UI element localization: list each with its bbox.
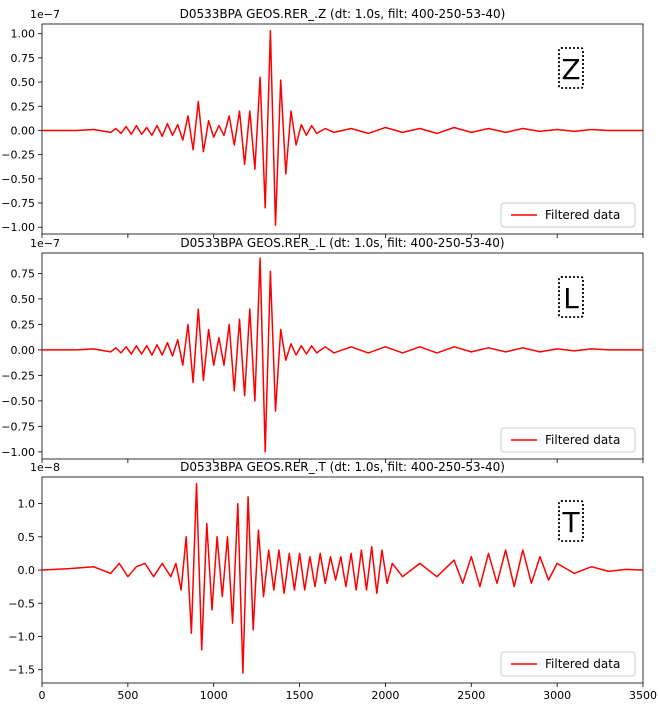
axis-offset-label: 1e−7: [30, 8, 60, 21]
y-tick-label: 0.5: [18, 531, 36, 544]
y-tick-label: −0.25: [1, 149, 35, 162]
y-tick-label: −0.25: [1, 369, 35, 382]
y-tick-label: −1.0: [8, 630, 35, 643]
chart-title: D0533BPA GEOS.RER_.L (dt: 1.0s, filt: 40…: [180, 236, 504, 250]
legend-box: [500, 202, 636, 228]
component-label: Z: [561, 53, 580, 86]
y-tick-label: 1.0: [18, 498, 36, 511]
x-tick-label: 1500: [286, 689, 314, 702]
y-tick-label: −0.5: [8, 597, 35, 610]
legend-label: Filtered data: [545, 433, 620, 447]
x-tick-label: 3000: [543, 689, 571, 702]
axes-frame: [41, 23, 644, 235]
y-tick-label: −0.75: [1, 420, 35, 433]
axis-offset-label: 1e−8: [30, 461, 60, 474]
y-tick-label: −0.50: [1, 395, 35, 408]
series-line: [42, 30, 643, 227]
chart-title: D0533BPA GEOS.RER_.Z (dt: 1.0s, filt: 40…: [180, 7, 506, 21]
y-tick-label: −1.00: [1, 446, 35, 459]
y-tick-label: 1.00: [11, 28, 36, 41]
x-tick-label: 0: [39, 689, 46, 702]
x-tick-label: 500: [117, 689, 138, 702]
y-tick-label: 0.00: [11, 124, 36, 137]
y-tick-label: −0.75: [1, 197, 35, 210]
y-tick-label: −0.50: [1, 173, 35, 186]
component-label: L: [563, 282, 579, 315]
axis-offset-label: 1e−7: [30, 237, 60, 250]
y-tick-label: 0.25: [11, 100, 36, 113]
y-tick-label: −1.5: [8, 664, 35, 677]
component-box: [558, 276, 584, 318]
y-tick-label: 0.75: [11, 267, 36, 280]
x-tick-label: 2000: [371, 689, 399, 702]
legend-box: [500, 651, 636, 677]
component-box: [558, 47, 584, 89]
legend-label: Filtered data: [545, 657, 620, 671]
y-tick-label: −1.00: [1, 221, 35, 234]
y-tick-label: 0.50: [11, 293, 36, 306]
series-line: [41, 482, 644, 674]
chart-title: D0533BPA GEOS.RER_.T (dt: 1.0s, filt: 40…: [180, 460, 505, 474]
component-label: T: [561, 506, 580, 539]
axes-frame: [41, 476, 644, 684]
legend-box: [500, 427, 636, 453]
y-tick-label: 0.00: [11, 344, 36, 357]
component-box: [558, 500, 584, 542]
x-tick-label: 1000: [200, 689, 228, 702]
series-line: [42, 257, 643, 453]
y-tick-label: 0.25: [11, 318, 36, 331]
axes-frame: [41, 252, 644, 460]
y-tick-label: 0.50: [11, 76, 36, 89]
y-tick-label: 0.0: [18, 564, 36, 577]
x-tick-label: 3500: [629, 689, 657, 702]
legend-label: Filtered data: [545, 208, 620, 222]
x-tick-label: 2500: [457, 689, 485, 702]
y-tick-label: 0.75: [11, 52, 36, 65]
